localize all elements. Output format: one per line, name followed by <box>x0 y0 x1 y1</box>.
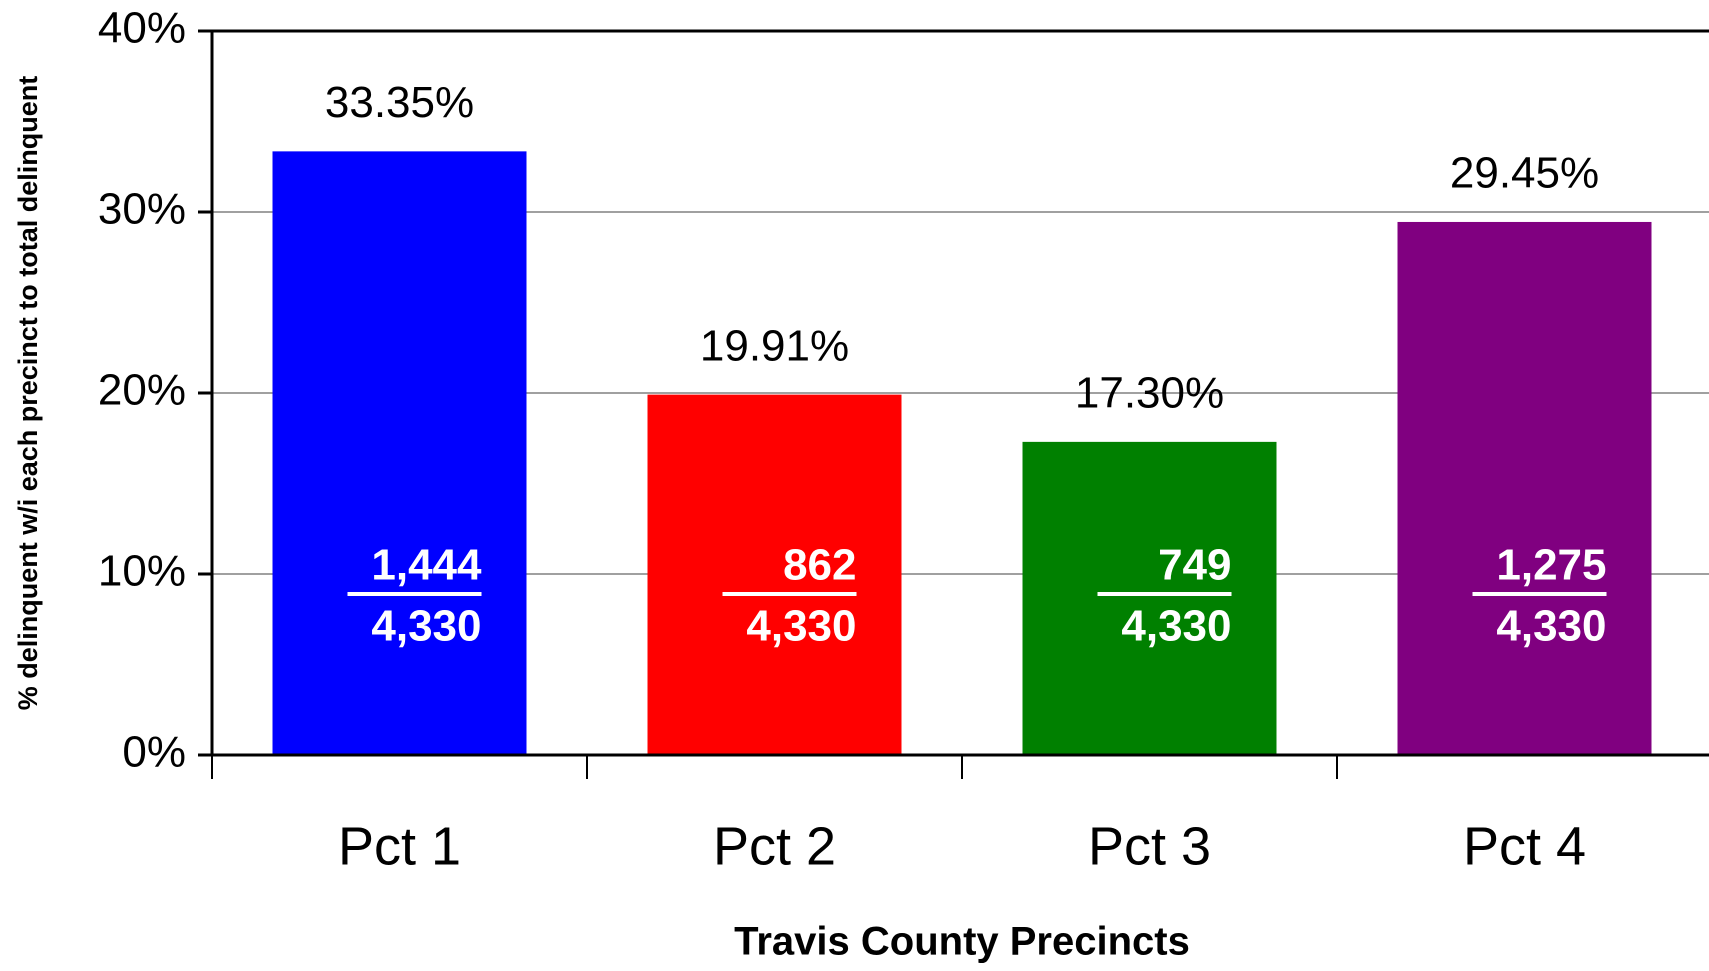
y-tick-label: 0% <box>122 728 186 777</box>
x-tick-label: Pct 3 <box>1088 816 1211 876</box>
value-label: 29.45% <box>1450 149 1599 198</box>
x-tick-label: Pct 2 <box>713 816 836 876</box>
fraction-denominator: 4,330 <box>1121 602 1231 651</box>
fraction-numerator: 1,444 <box>371 541 482 590</box>
bar <box>272 151 527 756</box>
fraction-numerator: 1,275 <box>1496 541 1606 590</box>
x-tick-label: Pct 1 <box>338 816 461 876</box>
fraction-denominator: 4,330 <box>1496 602 1606 651</box>
value-label: 33.35% <box>325 78 474 127</box>
fraction-numerator: 749 <box>1158 541 1231 590</box>
x-axis-label: Travis County Precincts <box>734 920 1190 964</box>
value-label: 17.30% <box>1075 368 1224 417</box>
fraction-numerator: 862 <box>783 541 856 590</box>
y-tick-label: 40% <box>98 4 186 53</box>
y-tick-label: 30% <box>98 185 186 234</box>
bar <box>647 394 902 755</box>
y-axis-label: % delinquent w/i each precinct to total … <box>13 76 43 711</box>
y-tick-label: 20% <box>98 366 186 415</box>
bar <box>1022 441 1277 755</box>
y-tick-label: 10% <box>98 547 186 596</box>
value-label: 19.91% <box>700 321 849 370</box>
fraction-denominator: 4,330 <box>371 602 481 651</box>
fraction-denominator: 4,330 <box>746 602 856 651</box>
x-tick-label: Pct 4 <box>1463 816 1586 876</box>
bar <box>1397 221 1652 755</box>
